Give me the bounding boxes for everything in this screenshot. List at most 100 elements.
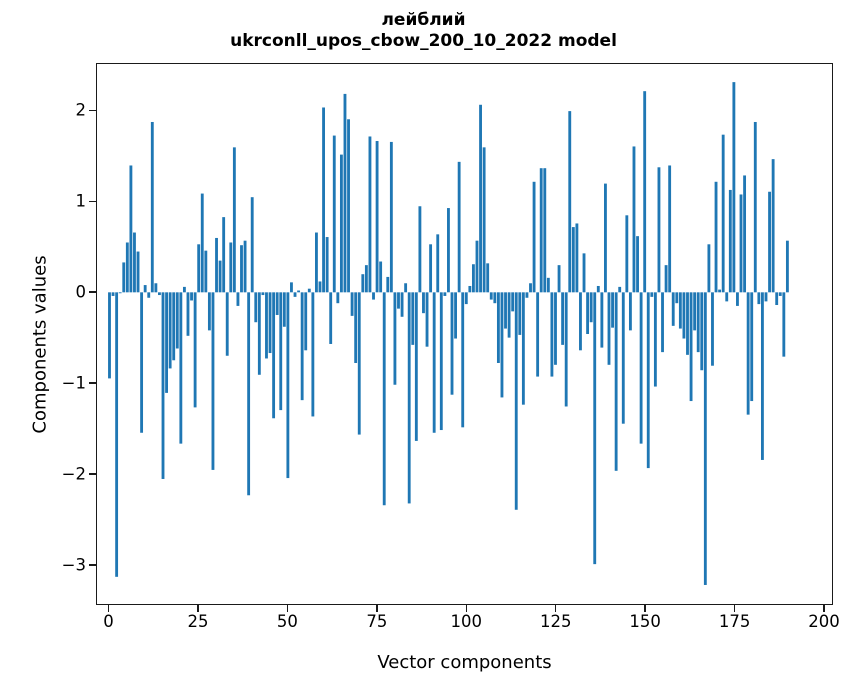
- bar: [150, 121, 154, 293]
- bar: [143, 285, 147, 293]
- x-tick-label: 175: [718, 612, 751, 631]
- bar: [443, 292, 447, 296]
- bar: [236, 292, 240, 306]
- y-tick-label: 1: [75, 191, 87, 211]
- bar: [628, 292, 632, 331]
- bar: [596, 285, 600, 293]
- bar: [571, 227, 575, 293]
- bar: [193, 292, 197, 408]
- x-tick-label: 75: [366, 612, 388, 631]
- bar: [536, 292, 540, 377]
- x-tick-mark: [555, 605, 557, 612]
- bar: [543, 168, 547, 293]
- bar: [471, 264, 475, 293]
- bar: [707, 244, 711, 293]
- bar: [564, 292, 568, 407]
- bar: [593, 292, 597, 565]
- bar: [785, 240, 789, 293]
- bar: [678, 292, 682, 329]
- bar: [400, 292, 404, 317]
- bar: [554, 292, 557, 365]
- bar: [158, 292, 161, 296]
- chart-title-line-2: ukrconll_upos_cbow_200_10_2022 model: [230, 31, 617, 51]
- bar: [778, 292, 782, 296]
- chart-title: лейблий ukrconll_upos_cbow_200_10_2022 m…: [0, 10, 847, 52]
- bar: [182, 286, 186, 293]
- bar: [379, 261, 383, 293]
- y-tick-label: 0: [75, 282, 87, 302]
- bar: [621, 292, 625, 424]
- bar: [746, 292, 750, 415]
- bar: [293, 292, 297, 297]
- bar: [479, 104, 482, 293]
- bar: [582, 253, 586, 293]
- bar: [297, 290, 301, 293]
- bar: [229, 242, 233, 293]
- bar: [668, 165, 672, 293]
- bar: [714, 181, 718, 293]
- bar: [347, 119, 350, 293]
- bar: [368, 136, 372, 293]
- bar: [529, 283, 532, 293]
- bar: [418, 206, 422, 293]
- bar: [243, 240, 247, 293]
- y-tick-mark: [89, 564, 96, 566]
- bar: [154, 283, 158, 293]
- bar: [696, 292, 700, 353]
- bar: [250, 197, 254, 293]
- bar: [432, 292, 436, 433]
- bar: [386, 276, 390, 293]
- bar: [240, 245, 243, 293]
- bar: [532, 181, 536, 293]
- bar: [632, 146, 636, 293]
- bar: [575, 223, 579, 293]
- bar: [711, 292, 714, 366]
- bar: [190, 292, 193, 301]
- chart-title-line-1: лейблий: [381, 10, 466, 30]
- bar: [703, 292, 707, 585]
- bar: [129, 165, 133, 293]
- bar: [389, 141, 393, 293]
- bar: [521, 292, 525, 405]
- bar: [186, 292, 190, 336]
- y-tick-mark: [89, 291, 96, 293]
- bar: [682, 292, 686, 339]
- bar: [215, 237, 218, 293]
- bar: [504, 292, 507, 329]
- bar: [450, 292, 454, 395]
- bar: [325, 237, 329, 293]
- bar: [425, 292, 429, 347]
- bar: [525, 292, 529, 298]
- bar: [693, 292, 697, 331]
- bar: [700, 292, 704, 371]
- bar: [364, 265, 368, 293]
- bar: [350, 292, 354, 316]
- bar: [300, 292, 304, 401]
- bar: [664, 265, 668, 293]
- y-tick-label: 2: [75, 100, 87, 120]
- bar: [493, 292, 497, 304]
- bar: [646, 292, 650, 469]
- bar: [589, 292, 593, 323]
- bar: [232, 147, 236, 293]
- y-tick-mark: [89, 200, 96, 202]
- x-tick-mark: [376, 605, 378, 612]
- bar: [265, 292, 268, 359]
- bar: [211, 292, 215, 470]
- x-tick-mark: [733, 605, 736, 612]
- bar: [397, 292, 400, 309]
- bar: [125, 242, 129, 293]
- bar: [318, 281, 322, 293]
- bar: [382, 292, 386, 506]
- bar: [108, 292, 111, 379]
- bar: [475, 240, 479, 293]
- bar: [436, 234, 440, 293]
- bar: [650, 292, 654, 297]
- x-tick-label: 0: [103, 612, 114, 631]
- bar: [115, 292, 119, 577]
- bar: [222, 217, 226, 293]
- bar: [272, 292, 276, 419]
- bar: [361, 274, 365, 293]
- x-tick-mark: [823, 605, 825, 612]
- bar: [279, 292, 283, 411]
